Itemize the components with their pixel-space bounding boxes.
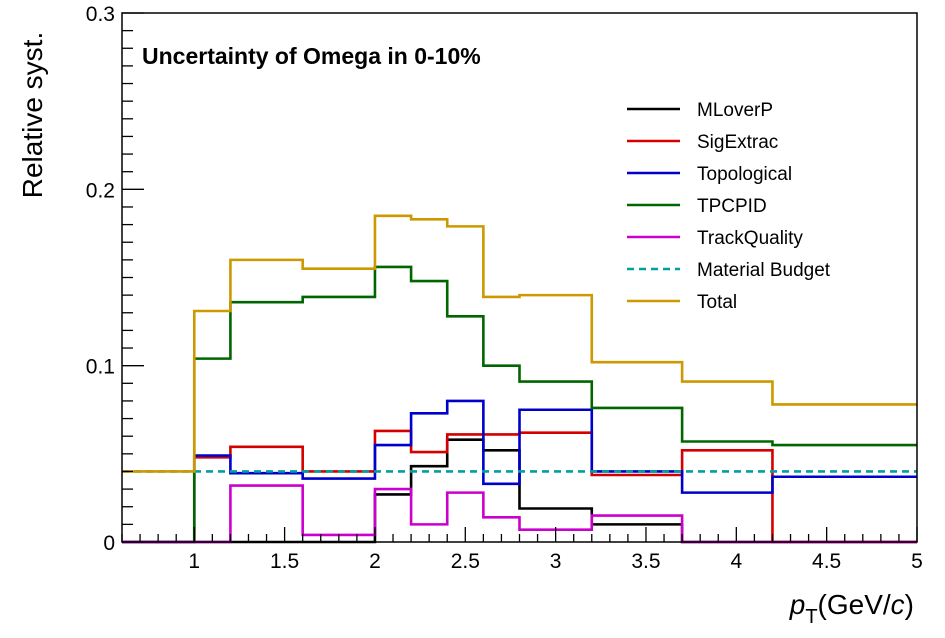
x-axis-subscript: T [805,606,817,628]
x-axis-unit-var: c [891,589,905,620]
legend-entry: Material Budget [627,260,831,281]
y-tick-label: 0 [103,532,115,555]
x-axis-symbol: p [789,589,806,620]
chart-title: Uncertainty of Omega in 0-10% [142,43,481,69]
x-tick-label: 5 [911,550,923,573]
legend-label: Material Budget [697,260,831,281]
legend-entry: Topological [627,164,792,185]
x-tick-label: 4.5 [812,550,841,573]
y-tick-label: 0.2 [86,179,115,202]
series-line-sigextrac [122,429,917,544]
y-tick-label: 0.3 [86,3,115,26]
legend-entry: SigExtrac [627,132,778,153]
x-tick-label: 1 [188,550,200,573]
legend-label: TrackQuality [697,228,803,249]
legend-label: Total [697,292,737,313]
x-tick-label: 3 [550,550,562,573]
series-line-trackquality [122,484,917,544]
legend-label: MLoverP [697,100,773,121]
legend-entry: TrackQuality [627,228,803,249]
legend-entry: MLoverP [627,100,773,121]
x-axis-unit-suffix: ) [905,589,914,620]
x-tick-label: 2.5 [451,550,480,573]
x-tick-label: 2 [369,550,381,573]
series-line-total [122,214,917,473]
x-tick-label: 3.5 [631,550,660,573]
x-tick-label: 1.5 [270,550,299,573]
legend-label: Topological [697,164,792,185]
legend-label: SigExtrac [697,132,778,153]
legend-label: TPCPID [697,196,767,217]
x-tick-label: 4 [730,550,742,573]
y-tick-label: 0.1 [86,356,115,379]
x-axis-unit-prefix: (GeV/ [818,589,891,620]
x-axis-title: pT(GeV/c) [789,589,914,628]
legend-entry: Total [627,292,737,313]
series-layer [122,214,917,544]
y-axis-title: Relative syst. [17,32,48,199]
legend: MLoverP SigExtrac Topological TPCPID TrackQu… [627,100,831,313]
axis-ticks: 1 1.5 2 2.5 3 3.5 4 4.5 5 0 0.1 0.2 0.3 [86,3,923,573]
legend-entry: TPCPID [627,196,767,217]
